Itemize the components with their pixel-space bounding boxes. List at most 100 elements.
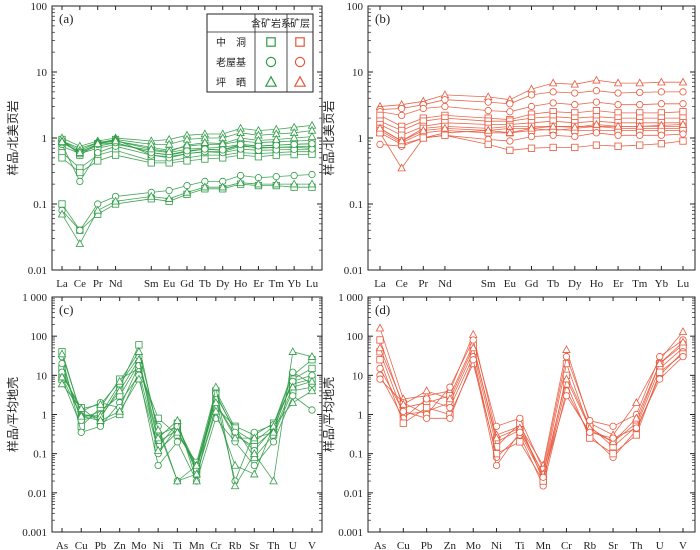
legend-marker-circle bbox=[265, 56, 277, 68]
data-point-square bbox=[135, 341, 143, 349]
data-point-triangle bbox=[307, 131, 317, 140]
data-point-circle bbox=[506, 137, 514, 145]
x-tick-label: La bbox=[56, 278, 68, 290]
data-point-triangle bbox=[288, 398, 298, 406]
data-point-square bbox=[656, 368, 664, 376]
series-line bbox=[61, 351, 313, 488]
x-tick-label: Cr bbox=[210, 540, 221, 550]
data-point-triangle bbox=[230, 481, 240, 490]
y-axis-label: 样品/北美页岩 bbox=[5, 100, 20, 175]
data-point-square bbox=[592, 141, 601, 149]
x-tick-label: Er bbox=[613, 278, 624, 290]
data-point-triangle bbox=[272, 134, 281, 143]
data-point-circle bbox=[254, 142, 263, 150]
data-point-triangle bbox=[397, 163, 406, 172]
series-10 bbox=[58, 170, 316, 234]
data-point-circle bbox=[516, 414, 524, 422]
data-point-triangle bbox=[592, 119, 601, 128]
data-point-triangle bbox=[468, 329, 478, 338]
data-point-square bbox=[571, 143, 579, 152]
data-point-circle bbox=[289, 392, 297, 400]
data-point-circle bbox=[516, 428, 524, 436]
series-14 bbox=[57, 131, 317, 156]
data-point-circle bbox=[77, 428, 85, 436]
data-point-circle bbox=[212, 389, 220, 397]
data-point-triangle bbox=[562, 374, 571, 383]
series-line bbox=[379, 338, 684, 471]
x-tick-label: Ce bbox=[396, 278, 408, 290]
data-point-square bbox=[147, 159, 155, 167]
data-point-triangle bbox=[153, 433, 163, 442]
x-tick-label: Rb bbox=[229, 540, 242, 550]
y-tick-label: 100 bbox=[31, 1, 48, 13]
x-tick-label: Dy bbox=[568, 278, 582, 290]
data-point-circle bbox=[290, 140, 298, 148]
data-point-circle bbox=[398, 104, 406, 113]
data-point-triangle bbox=[269, 476, 278, 485]
x-tick-label: U bbox=[656, 540, 664, 550]
series-10 bbox=[57, 372, 317, 469]
data-point-circle bbox=[636, 88, 644, 97]
data-point-circle bbox=[656, 375, 664, 383]
data-point-circle bbox=[614, 101, 622, 109]
data-point-square bbox=[679, 137, 687, 145]
data-point-triangle bbox=[96, 415, 105, 424]
data-point-triangle bbox=[96, 399, 105, 408]
data-point-circle bbox=[527, 102, 536, 111]
data-point-circle bbox=[506, 108, 514, 116]
data-point-circle bbox=[609, 434, 617, 442]
data-point-square bbox=[94, 157, 102, 165]
data-point-circle bbox=[571, 101, 579, 109]
data-point-square bbox=[592, 107, 601, 115]
y-tick-label: 10 bbox=[36, 370, 48, 382]
y-axis-label: 样品/北美页岩 bbox=[321, 100, 336, 175]
series-8 bbox=[376, 353, 687, 481]
legend-header-ore: 矿层 bbox=[290, 17, 310, 30]
data-point-square bbox=[657, 140, 665, 148]
x-tick-label: As bbox=[374, 540, 386, 550]
data-point-circle bbox=[376, 364, 384, 373]
data-point-triangle bbox=[254, 135, 263, 144]
x-tick-label: Cu bbox=[75, 540, 88, 550]
data-point-circle bbox=[76, 226, 84, 234]
y-tick-label: 0.001 bbox=[338, 527, 363, 539]
data-point-triangle bbox=[613, 78, 623, 87]
data-point-circle bbox=[492, 461, 501, 470]
data-point-circle bbox=[484, 107, 492, 115]
series-line bbox=[379, 128, 683, 144]
legend-box bbox=[206, 13, 314, 93]
x-tick-label: Ce bbox=[74, 278, 86, 290]
series-line bbox=[61, 355, 313, 471]
data-point-square bbox=[308, 364, 316, 373]
data-point-triangle bbox=[375, 343, 385, 352]
data-point-triangle bbox=[440, 123, 450, 132]
data-point-triangle bbox=[115, 386, 124, 395]
data-point-triangle bbox=[173, 427, 182, 436]
data-point-circle bbox=[469, 356, 477, 364]
x-tick-label: Yb bbox=[287, 278, 301, 290]
data-point-square bbox=[111, 151, 120, 159]
data-point-circle bbox=[201, 145, 209, 153]
x-tick-label: Gd bbox=[180, 278, 194, 290]
data-point-circle bbox=[308, 140, 316, 148]
x-tick-label: Cu bbox=[397, 540, 410, 550]
data-point-triangle bbox=[211, 382, 221, 391]
y-tick-label: 0.001 bbox=[22, 527, 47, 539]
data-point-circle bbox=[571, 133, 579, 141]
x-tick-label: Dy bbox=[216, 278, 230, 290]
data-point-square bbox=[236, 151, 245, 159]
y-tick-label: 0.1 bbox=[349, 449, 363, 461]
series-2 bbox=[376, 87, 687, 114]
data-point-circle bbox=[679, 88, 687, 96]
data-point-circle bbox=[376, 140, 384, 148]
y-tick-label: 0.01 bbox=[344, 265, 363, 277]
chart-panel-c: 0.001 0.01 0.1 1 10 100 1 000 As Cu Pb Zn Mo Ni Ti Mn C… bbox=[5, 292, 323, 550]
x-tick-label: Er bbox=[253, 278, 264, 290]
data-point-triangle bbox=[153, 445, 163, 454]
data-point-circle bbox=[96, 422, 105, 430]
data-point-triangle bbox=[218, 182, 227, 191]
data-point-circle bbox=[484, 98, 492, 106]
series-line bbox=[61, 130, 313, 151]
data-point-circle bbox=[657, 131, 665, 139]
